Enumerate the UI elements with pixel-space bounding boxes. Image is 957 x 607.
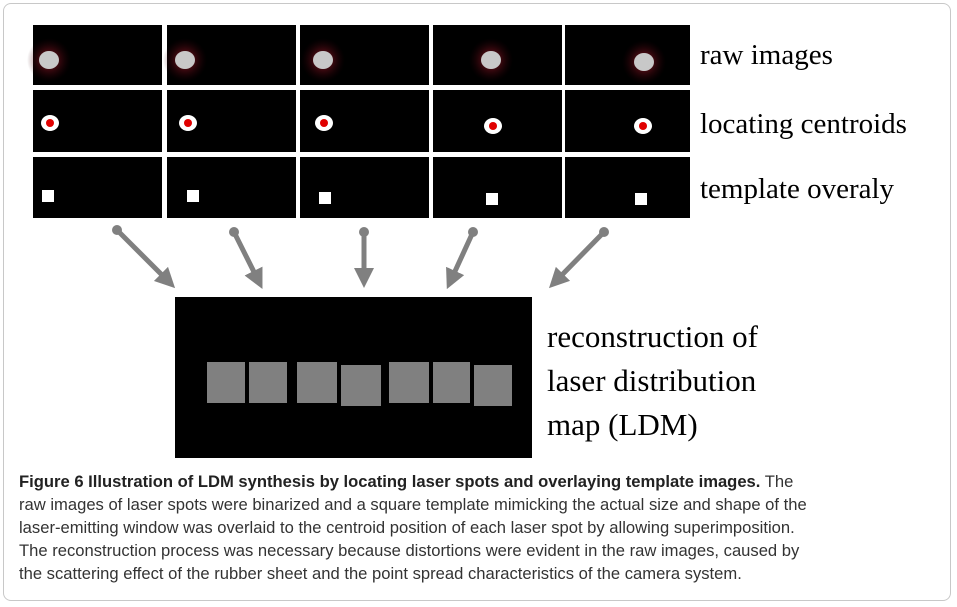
caption-line: Figure 6 Illustration of LDM synthesis b… — [19, 470, 949, 493]
row-label: locating centroids — [700, 108, 907, 140]
spot — [634, 53, 654, 71]
tile — [300, 157, 429, 218]
tile — [167, 157, 296, 218]
arrow — [451, 232, 473, 280]
tile — [433, 157, 562, 218]
caption-title: Illustration of LDM synthesis by locatin… — [88, 472, 760, 491]
caption-line: the scattering effect of the rubber shee… — [19, 562, 949, 585]
spot — [313, 51, 333, 69]
spot — [481, 51, 501, 69]
centroid — [46, 119, 54, 127]
caption: Figure 6 Illustration of LDM synthesis b… — [19, 470, 949, 585]
caption-line: raw images of laser spots were binarized… — [19, 493, 949, 516]
arrow — [556, 232, 604, 281]
template — [635, 193, 647, 205]
spot — [39, 51, 59, 69]
template — [187, 190, 199, 202]
template — [486, 193, 498, 205]
centroid — [184, 119, 192, 127]
ldm-label: laser distribution — [547, 363, 757, 398]
tile — [565, 90, 690, 152]
caption-line: laser-emitting window was overlaid to th… — [19, 516, 949, 539]
centroid — [639, 122, 647, 130]
centroid — [320, 119, 328, 127]
arrow — [117, 230, 168, 281]
page: raw images locating centroids template o… — [0, 0, 957, 607]
centroid — [489, 122, 497, 130]
template — [319, 192, 331, 204]
figure: raw images locating centroids template o… — [0, 0, 957, 470]
ldm-label: map (LDM) — [547, 407, 698, 442]
row-label: template overaly — [700, 173, 895, 205]
ldm-label: reconstruction of — [547, 319, 759, 354]
caption-line: The reconstruction process was necessary… — [19, 539, 949, 562]
caption-label: Figure 6 — [19, 472, 84, 491]
template — [42, 190, 54, 202]
row-label: raw images — [700, 39, 833, 71]
caption-text: The — [765, 472, 794, 491]
tile — [565, 157, 690, 218]
spot — [175, 51, 195, 69]
arrow — [234, 232, 258, 280]
ldm-squares — [207, 362, 512, 406]
tile — [33, 157, 162, 218]
